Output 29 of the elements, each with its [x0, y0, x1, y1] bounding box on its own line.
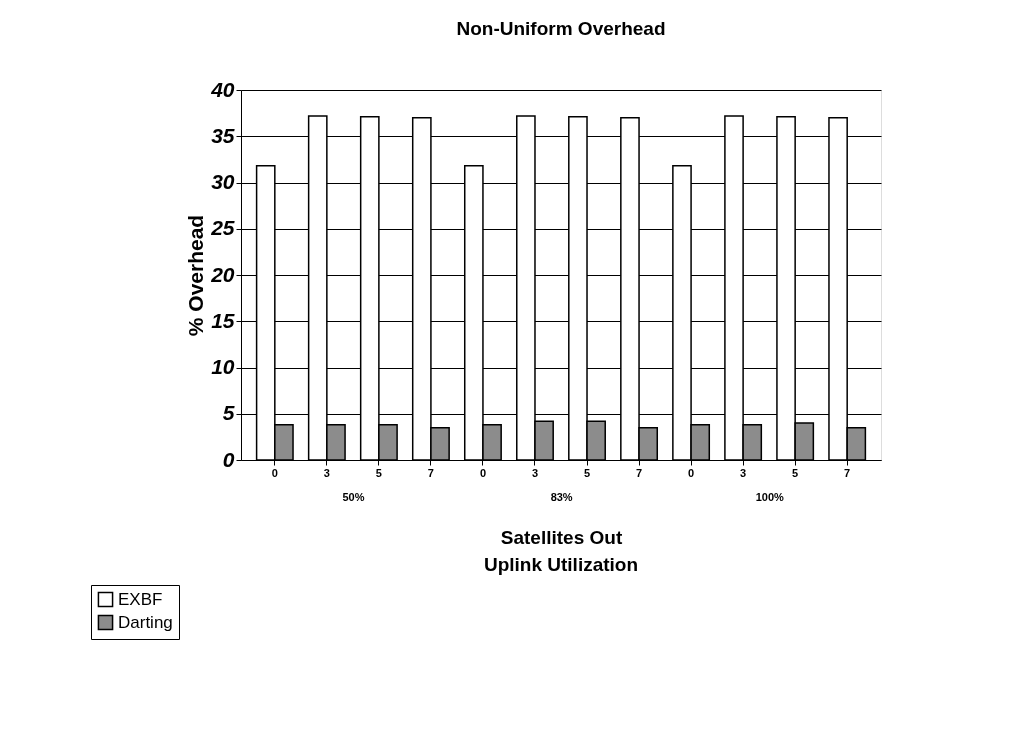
- legend-label: EXBF: [118, 589, 163, 609]
- y-axis-title: % Overhead: [184, 214, 208, 337]
- x-tick-label: 5: [792, 466, 799, 479]
- x-tick-label: 0: [688, 466, 695, 479]
- x-tick-label: 0: [271, 466, 278, 479]
- x-tick-label: 3: [740, 466, 747, 479]
- y-tick-label: 35: [211, 123, 235, 147]
- y-tick-label: 30: [211, 170, 235, 193]
- y-tick-label: 20: [210, 262, 235, 286]
- x-tick-label: 7: [635, 466, 643, 479]
- y-tick-label: 40: [210, 77, 235, 101]
- chart-title: Non-Uniform Overhead: [456, 18, 666, 39]
- x-tick-label: 5: [375, 466, 382, 479]
- x-tick-label: 3: [323, 466, 330, 479]
- text: 50%: [342, 491, 365, 503]
- legend-label: Darting: [118, 612, 173, 632]
- y-tick-label: 5: [222, 401, 235, 425]
- x-tick-label: 3: [531, 466, 539, 479]
- y-tick-label: 15: [211, 308, 235, 332]
- y-tick-label: 10: [211, 355, 235, 378]
- x-axis-title: Satellites Out: [500, 526, 623, 548]
- text: Uplink Utilization: [483, 554, 639, 575]
- x-tick-label: 7: [427, 466, 434, 479]
- y-tick-label: 25: [210, 216, 235, 240]
- text: 100%: [755, 491, 785, 503]
- text: 83%: [550, 491, 573, 503]
- x-tick-label: 0: [479, 466, 487, 479]
- x-tick-label: 5: [583, 466, 591, 479]
- x-tick-label: 7: [844, 466, 851, 479]
